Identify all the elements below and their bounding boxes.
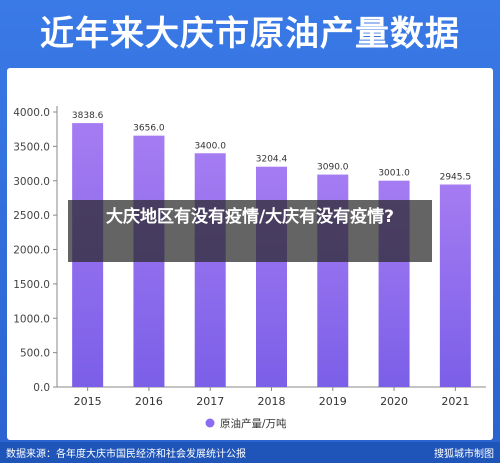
- bar-value-label: 3090.0: [317, 163, 349, 173]
- x-tick-label: 2017: [196, 395, 224, 408]
- x-tick-label: 2015: [74, 395, 102, 408]
- y-tick-label: 500.0: [20, 348, 50, 360]
- y-tick-label: 0.0: [33, 382, 50, 394]
- bar-chart: 0.0 500.0 1000.0 1500.0 2000.0 2500.0 3000.0 35…: [13, 106, 486, 430]
- bar-value-label: 2945.5: [440, 172, 472, 182]
- bar-value-label: 3001.0: [378, 169, 410, 179]
- x-tick-label: 2020: [380, 395, 408, 408]
- x-tick-label: 2021: [441, 395, 469, 408]
- y-tick-label: 3000.0: [13, 176, 50, 188]
- y-tick-label: 2500.0: [13, 210, 50, 222]
- overlay-caption: 大庆地区有没有疫情/大庆有没有疫情?: [68, 200, 432, 262]
- legend-swatch: [205, 418, 215, 428]
- bar: [194, 153, 226, 387]
- x-tick-label: 2019: [319, 395, 347, 408]
- bar-value-label: 3204.4: [256, 155, 288, 165]
- brand-credit: 搜狐城市制图: [434, 449, 494, 460]
- y-tick-label: 1000.0: [13, 313, 50, 325]
- y-tick-label: 4000.0: [13, 107, 50, 119]
- bar-value-label: 3400.0: [194, 141, 226, 151]
- page-title: 近年来大庆市原油产量数据: [40, 14, 460, 54]
- y-tick-label: 1500.0: [13, 279, 50, 291]
- bar-value-label: 3656.0: [133, 124, 165, 134]
- y-tick-label: 2000.0: [13, 245, 50, 257]
- legend-label: 原油产量/万吨: [220, 417, 287, 430]
- x-tick-label: 2016: [135, 395, 163, 408]
- x-tick-label: 2018: [258, 395, 286, 408]
- bar: [439, 184, 471, 387]
- footer-bar: 数据来源：各年度大庆市国民经济和社会发展统计公报 搜狐城市制图: [0, 442, 500, 463]
- data-source-note: 数据来源：各年度大庆市国民经济和社会发展统计公报: [6, 449, 246, 460]
- y-tick-label: 3500.0: [13, 141, 50, 153]
- bar-value-label: 3838.6: [72, 111, 104, 121]
